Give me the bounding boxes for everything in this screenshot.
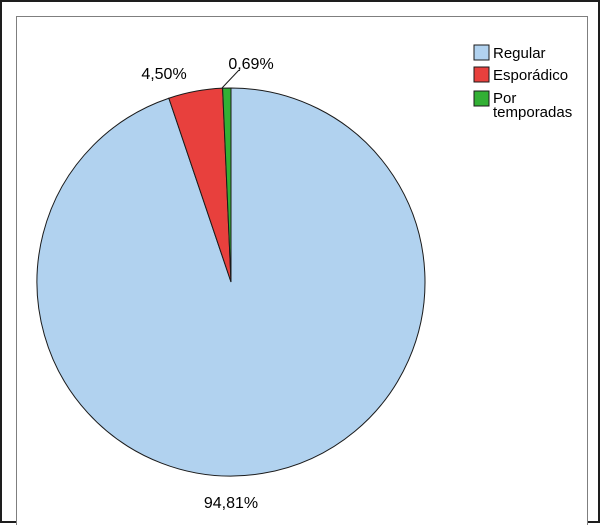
- legend-swatch-esporadico: [473, 66, 490, 83]
- legend-label-por-temporadas-line-2: temporadas: [493, 104, 572, 121]
- value-label-regular: 94,81%: [204, 495, 258, 512]
- value-label-por-temporadas: 0,69%: [228, 56, 273, 73]
- value-label-esporadico: 4,50%: [141, 66, 186, 83]
- legend-label-regular: Regular: [493, 45, 546, 62]
- legend-swatch-regular: [473, 44, 490, 61]
- legend-swatch-por-temporadas: [473, 90, 490, 107]
- legend-label-por-temporadas-line-1: Por: [493, 90, 516, 107]
- pie-slice-por-temporadas: [222, 87, 232, 283]
- leader-line-por-temporadas: [221, 69, 240, 89]
- legend-label-esporadico: Esporádico: [493, 67, 568, 84]
